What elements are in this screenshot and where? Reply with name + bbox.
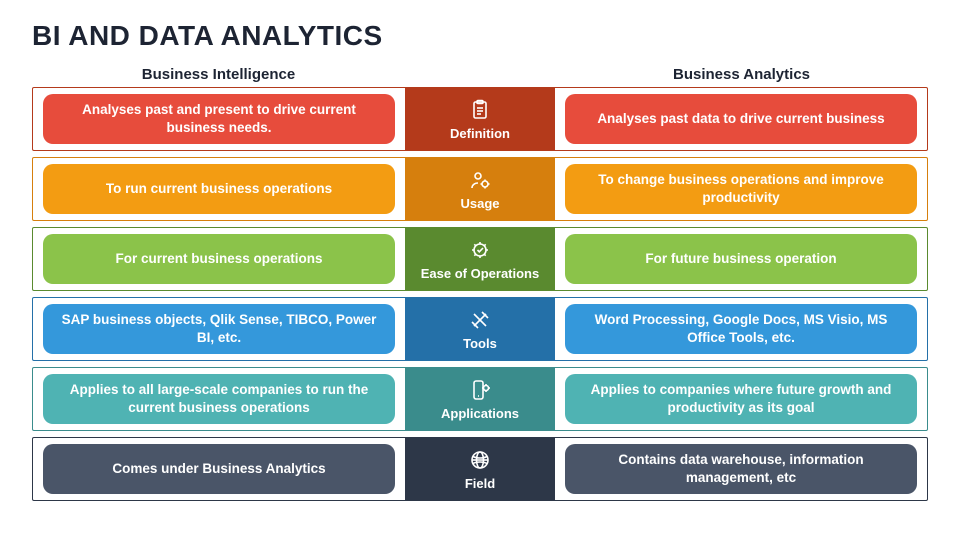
- cell-left: Analyses past and present to drive curre…: [33, 88, 405, 150]
- mid-label: Applications: [441, 406, 519, 421]
- row-definition: Analyses past and present to drive curre…: [32, 87, 928, 151]
- cell-left: SAP business objects, Qlik Sense, TIBCO,…: [33, 298, 405, 360]
- pill-right: Applies to companies where future growth…: [565, 374, 917, 424]
- cell-right: To change business operations and improv…: [555, 158, 927, 220]
- mid-label: Definition: [450, 126, 510, 141]
- pill-right: Word Processing, Google Docs, MS Visio, …: [565, 304, 917, 354]
- cell-right: Analyses past data to drive current busi…: [555, 88, 927, 150]
- mobile-gear-icon: [468, 378, 492, 402]
- mid-field: Field: [405, 438, 555, 500]
- pill-left: To run current business operations: [43, 164, 395, 214]
- slide: BI AND DATA ANALYTICS Business Intellige…: [0, 0, 960, 540]
- cell-left: To run current business operations: [33, 158, 405, 220]
- row-ease: For current business operations Ease of …: [32, 227, 928, 291]
- row-field: Comes under Business Analytics Field Con…: [32, 437, 928, 501]
- pill-right: Analyses past data to drive current busi…: [565, 94, 917, 144]
- header-left: Business Intelligence: [32, 66, 405, 83]
- globe-icon: [468, 448, 492, 472]
- pill-right: For future business operation: [565, 234, 917, 284]
- mid-usage: Usage: [405, 158, 555, 220]
- page-title: BI AND DATA ANALYTICS: [32, 20, 928, 52]
- pill-right: To change business operations and improv…: [565, 164, 917, 214]
- pill-left: Analyses past and present to drive curre…: [43, 94, 395, 144]
- mid-ease: Ease of Operations: [405, 228, 555, 290]
- mid-label: Tools: [463, 336, 497, 351]
- mid-definition: Definition: [405, 88, 555, 150]
- cell-left: Comes under Business Analytics: [33, 438, 405, 500]
- header-right: Business Analytics: [555, 66, 928, 83]
- cell-left: For current business operations: [33, 228, 405, 290]
- cell-right: Applies to companies where future growth…: [555, 368, 927, 430]
- comparison-rows: Analyses past and present to drive curre…: [32, 87, 928, 524]
- user-gear-icon: [468, 168, 492, 192]
- header-spacer: [405, 66, 555, 83]
- cell-right: For future business operation: [555, 228, 927, 290]
- pill-left: SAP business objects, Qlik Sense, TIBCO,…: [43, 304, 395, 354]
- mid-label: Usage: [460, 196, 499, 211]
- row-usage: To run current business operations Usage…: [32, 157, 928, 221]
- cell-left: Applies to all large-scale companies to …: [33, 368, 405, 430]
- mid-tools: Tools: [405, 298, 555, 360]
- pill-left: For current business operations: [43, 234, 395, 284]
- mid-label: Field: [465, 476, 495, 491]
- row-tools: SAP business objects, Qlik Sense, TIBCO,…: [32, 297, 928, 361]
- cell-right: Contains data warehouse, information man…: [555, 438, 927, 500]
- gear-check-icon: [468, 238, 492, 262]
- mid-label: Ease of Operations: [421, 266, 539, 281]
- pill-left: Comes under Business Analytics: [43, 444, 395, 494]
- pill-right: Contains data warehouse, information man…: [565, 444, 917, 494]
- pill-left: Applies to all large-scale companies to …: [43, 374, 395, 424]
- cell-right: Word Processing, Google Docs, MS Visio, …: [555, 298, 927, 360]
- column-headers: Business Intelligence Business Analytics: [32, 66, 928, 83]
- mid-applications: Applications: [405, 368, 555, 430]
- tools-icon: [468, 308, 492, 332]
- row-applications: Applies to all large-scale companies to …: [32, 367, 928, 431]
- clipboard-icon: [468, 98, 492, 122]
